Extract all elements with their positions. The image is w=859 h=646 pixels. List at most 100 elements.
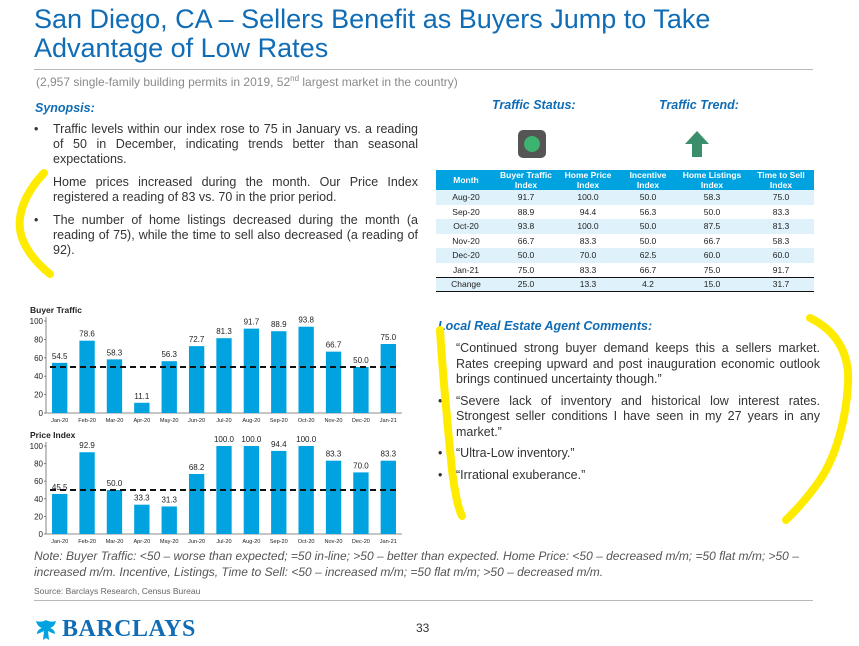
bar <box>325 460 342 534</box>
bar <box>188 346 205 413</box>
comments-list: “Continued strong buyer demand keeps thi… <box>438 341 820 489</box>
bar <box>161 361 177 413</box>
x-tick-label: Jan-20 <box>51 539 68 545</box>
bar <box>52 362 68 413</box>
x-tick-label: Apr-20 <box>133 539 150 545</box>
source-line: Source: Barclays Research, Census Bureau <box>34 586 201 596</box>
y-tick-label: 0 <box>39 530 44 539</box>
bar-value-label: 50.0 <box>353 356 369 365</box>
x-tick-label: Oct-20 <box>298 418 315 424</box>
bar-value-label: 93.8 <box>298 316 314 325</box>
bar-value-label: 75.0 <box>381 333 397 342</box>
x-tick-label: Oct-20 <box>298 539 315 545</box>
bar <box>271 331 287 413</box>
x-tick-label: Mar-20 <box>106 418 124 424</box>
page-subtitle: (2,957 single-family building permits in… <box>36 74 458 89</box>
table-row: Sep-20 88.9 94.4 56.3 50.0 83.3 <box>452 206 790 217</box>
y-tick-label: 40 <box>34 372 43 381</box>
arrow-up-icon <box>685 131 709 157</box>
table-header-cell: Time to Sell Index <box>748 170 814 190</box>
bar <box>106 490 123 534</box>
bar <box>380 460 396 534</box>
synopsis-bullet: The number of home listings decreased du… <box>34 213 418 258</box>
y-tick-label: 100 <box>30 442 44 451</box>
bar <box>380 344 396 413</box>
comment-bullet: “Ultra-Low inventory.” <box>438 446 820 462</box>
y-tick-label: 60 <box>34 477 43 486</box>
bar <box>298 446 314 534</box>
x-tick-label: May-20 <box>160 418 179 424</box>
subtitle-text: (2,957 single-family building permits in… <box>36 75 291 89</box>
y-tick-label: 40 <box>34 495 43 504</box>
bar <box>353 472 369 534</box>
bar <box>106 359 123 413</box>
bar-value-label: 33.3 <box>134 494 150 503</box>
table-row: Dec-20 50.0 70.0 62.5 60.0 60.0 <box>436 248 814 263</box>
y-tick-label: 80 <box>34 335 43 344</box>
bar-value-label: 83.3 <box>326 450 342 459</box>
x-tick-label: Jan-21 <box>380 539 397 545</box>
comment-bullet: “Continued strong buyer demand keeps thi… <box>438 341 820 388</box>
eagle-icon <box>36 619 56 640</box>
x-tick-label: Nov-20 <box>325 418 343 424</box>
bar <box>243 328 260 413</box>
buyer-traffic-chart-title: Buyer Traffic <box>30 305 82 315</box>
x-tick-label: May-20 <box>160 539 179 545</box>
x-tick-label: Dec-20 <box>352 418 370 424</box>
bar-value-label: 68.2 <box>189 463 205 472</box>
x-tick-label: Apr-20 <box>133 418 150 424</box>
x-tick-label: Jan-21 <box>380 418 397 424</box>
bar-value-label: 94.4 <box>271 440 287 449</box>
traffic-trend-label: Traffic Trend: <box>659 98 739 112</box>
x-tick-label: Jan-20 <box>51 418 68 424</box>
logo-text: BARCLAYS <box>62 616 196 642</box>
bar <box>271 450 287 534</box>
synopsis-bullet: Traffic levels within our index rose to … <box>34 122 418 167</box>
buyer-traffic-chart: Buyer Traffic 0 20 40 60 80 100 54.5 Jan-20 78.6 F… <box>30 305 402 424</box>
bar-value-label: 100.0 <box>214 435 235 444</box>
price-index-chart-title: Price Index <box>30 430 76 440</box>
subtitle-text-end: largest market in the country) <box>299 75 458 89</box>
x-tick-label: Jun-20 <box>188 539 205 545</box>
bar-value-label: 54.5 <box>52 352 68 361</box>
table-change-row: Change 25.0 13.3 4.2 15.0 31.7 <box>436 276 814 292</box>
green-light-icon <box>524 136 540 152</box>
bar-value-label: 50.0 <box>107 479 123 488</box>
bar-value-label: 45.5 <box>52 483 68 492</box>
page-title: San Diego, CA – Sellers Benefit as Buyer… <box>34 4 711 63</box>
bar-value-label: 100.0 <box>296 435 317 444</box>
x-tick-label: Feb-20 <box>78 418 96 424</box>
synopsis-bullet: Home prices increased during the month. … <box>34 175 418 205</box>
footnote: Note: Buyer Traffic: <50 – worse than ex… <box>34 549 799 579</box>
x-tick-label: Aug-20 <box>242 418 260 424</box>
x-tick-label: Jul-20 <box>216 418 231 424</box>
bar-value-label: 58.3 <box>107 348 123 357</box>
table-row: Jan-21 75.0 83.3 66.7 75.0 91.7 <box>453 264 790 275</box>
bar-value-label: 56.3 <box>161 350 177 359</box>
bar-value-label: 11.1 <box>134 392 150 401</box>
bar-value-label: 83.3 <box>381 450 397 459</box>
index-table: Month Buyer Traffic Index Home Price Index… <box>436 170 814 292</box>
table-header-cell: Home Listings Index <box>676 170 748 190</box>
bar <box>134 504 150 534</box>
bar <box>216 338 232 413</box>
bar <box>79 340 95 413</box>
y-tick-label: 100 <box>30 317 44 326</box>
bar <box>325 351 342 413</box>
x-tick-label: Sep-20 <box>270 418 288 424</box>
footer-divider <box>34 600 813 601</box>
bar-value-label: 81.3 <box>216 327 232 336</box>
y-tick-label: 20 <box>34 391 43 400</box>
table-row: Nov-20 66.7 83.3 50.0 66.7 58.3 <box>452 235 790 246</box>
bar-value-label: 78.6 <box>79 330 95 339</box>
bar-value-label: 100.0 <box>241 435 262 444</box>
bar-value-label: 72.7 <box>189 335 205 344</box>
bar-value-label: 31.3 <box>161 495 177 504</box>
comment-bullet: “Irrational exuberance.” <box>438 468 820 484</box>
bar <box>188 473 205 534</box>
bar <box>353 367 369 413</box>
y-tick-label: 0 <box>39 409 44 418</box>
bar <box>79 452 95 534</box>
x-tick-label: Feb-20 <box>78 539 96 545</box>
y-tick-label: 20 <box>34 512 43 521</box>
